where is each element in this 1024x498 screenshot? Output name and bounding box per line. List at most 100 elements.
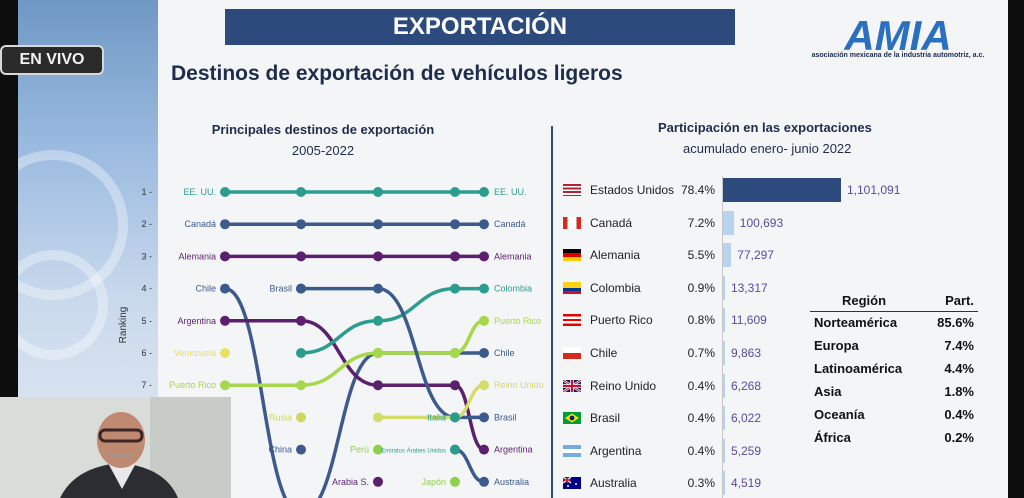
export-value: 6,022 [731,411,762,426]
slide-subtitle: Destinos de exportación de vehículos lig… [171,62,623,85]
series-point-Alemania [220,251,230,262]
start-label-EE. UU.: EE. UU. [183,187,216,197]
export-row: Reino Unido 0.4% 6,268 [562,372,863,400]
point-Emiratos Árabes Unidos [450,444,460,455]
export-value: 13,317 [731,280,768,295]
country-name: Brasil [590,411,621,426]
series-point-Alemania [296,251,306,262]
series-point-Alemania [450,251,460,262]
region-rows: Norteamérica 85.6% Europa 7.4% Latinoamérica… [810,312,978,450]
flag-icon [563,281,581,294]
region-row: Europa 7.4% [810,335,978,358]
country-name: Puerto Rico [590,313,653,328]
country-name: Chile [590,346,618,360]
export-share: 0.4% [687,411,715,426]
start-label-Chile: Chile [195,284,216,294]
region-share: 0.4% [944,407,974,422]
series-point-Puerto Rico [296,380,306,391]
series-point-Colombia [450,283,460,294]
export-share: 0.8% [687,313,715,328]
export-value: 100,693 [739,215,784,230]
series-point-Colombia [479,283,489,294]
region-name: Norteamérica [814,315,898,330]
series-line-Colombia [300,286,485,355]
ranking-axis-label: Ranking [118,307,129,344]
series-point-Canadá [479,219,489,230]
export-row: Australia 0.3% 4,519 [562,469,863,497]
export-share: 0.9% [687,280,715,295]
export-row: Canadá 7.2% 100,693 [563,209,863,237]
bar-chart-title: Participación en las exportaciones [658,120,872,135]
series-point-Reino Unido [479,380,489,391]
series-point-Puerto Rico [479,315,489,326]
export-share: 0.7% [687,346,715,360]
export-value: 4,519 [731,476,762,491]
speaker-video [0,397,231,498]
export-bar [723,210,734,235]
region-table: Región Part. Norteamérica 85.6% Europa 7.4%… [810,290,978,450]
start-label-Puerto Rico: Puerto Rico [169,380,216,390]
series-point-Canadá [373,219,383,230]
series-point-Puerto Rico [373,348,383,358]
export-share: 0.4% [687,443,715,458]
export-row: Estados Unidos 78.4% 1,101,091 [563,176,900,204]
speaker-figure [0,397,231,498]
flag-icon [562,378,582,393]
point-label-Emiratos Árabes Unidos: Emiratos Árabes Unidos [381,448,446,455]
series-point-Chile [220,283,230,294]
start-label-Venezuela: Venezuela [174,348,216,358]
point-Perú [373,444,383,455]
series-point-Australia [479,476,489,487]
flag-icon [563,314,581,327]
region-name: África [814,430,851,445]
export-value: 77,297 [737,248,774,263]
export-row: Chile 0.7% 9,863 [563,339,863,367]
point-label-Brasil: Brasil [269,284,292,294]
country-name: Australia [590,476,637,491]
series-point-Puerto Rico [450,348,460,358]
point-label-Rusia: Rusia [269,412,292,422]
start-label-Canadá: Canadá [184,219,216,229]
country-name: Canadá [590,215,633,230]
point-label-Japón: Japón [421,477,446,487]
export-bar [723,275,725,300]
series-point-Argentina [296,315,306,326]
end-label-Canadá: Canadá [494,219,526,229]
ranking-bump-chart: Ranking 1 - 2 - 3 - 4 - 5 - 6 - 7 - EE. UU. EE. U… [118,187,544,498]
series-point-Argentina [220,315,230,326]
region-share: 7.4% [944,338,974,353]
region-row: Latinoamérica 4.4% [810,358,978,381]
export-bar [723,438,725,463]
end-label-Puerto Rico: Puerto Rico [494,316,541,326]
point-label-Italia: Italia [427,412,446,422]
export-share: 78.4% [680,183,715,197]
bump-chart-subtitle: 2005-2022 [291,143,355,158]
series-point-Brasil [479,412,489,423]
series-point-EE. UU. [450,187,460,197]
region-table-header: Región Part. [810,290,978,312]
point-Italia [450,412,460,423]
export-row: Brasil 0.4% 6,022 [563,404,863,432]
end-label-Chile: Chile [494,348,515,358]
region-header: Región [842,293,887,308]
export-share: 7.2% [687,215,715,230]
series-point-Colombia [296,348,306,358]
region-share: 4.4% [944,361,974,376]
bar-chart-subtitle: acumulado enero- junio 2022 [683,141,852,156]
export-share: 0.4% [687,378,715,393]
series-point-Puerto Rico [220,380,230,391]
point-Arabia S. [373,476,383,487]
export-row: Puerto Rico 0.8% 11,609 [563,306,863,334]
point-China [296,444,306,455]
country-name: Estados Unidos [590,183,675,197]
export-share: 5.5% [687,248,715,263]
end-label-Alemania: Alemania [494,251,532,261]
flag-icon [563,444,581,457]
region-share: 85.6% [937,315,974,330]
series-point-Alemania [479,251,489,262]
end-label-Argentina: Argentina [494,445,533,455]
export-bar [723,471,725,496]
country-name: Reino Unido [590,378,657,393]
region-row: Asia 1.8% [810,381,978,404]
